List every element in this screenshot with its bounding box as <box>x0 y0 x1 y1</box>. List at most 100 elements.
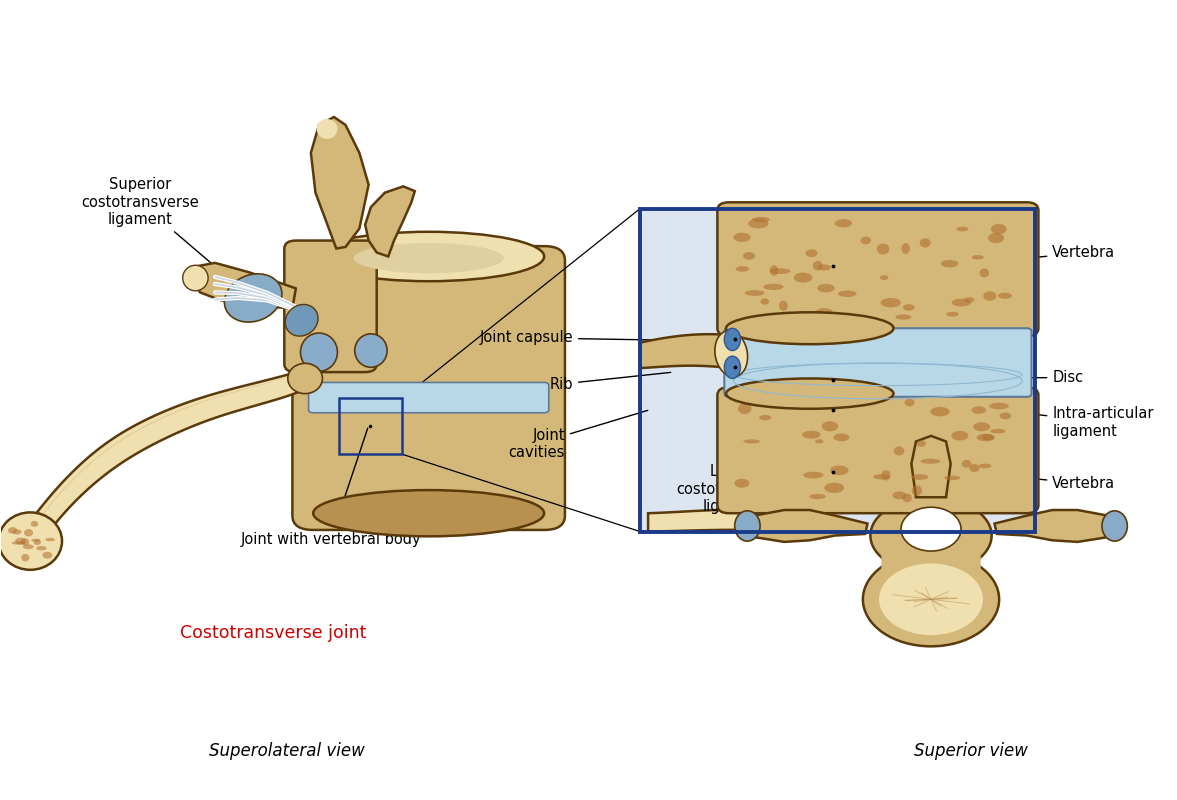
Ellipse shape <box>813 261 823 270</box>
Text: Vertebra: Vertebra <box>984 245 1116 262</box>
Ellipse shape <box>734 511 760 541</box>
Bar <box>640 209 1035 531</box>
Polygon shape <box>995 510 1122 542</box>
Ellipse shape <box>733 233 751 242</box>
Ellipse shape <box>893 446 904 455</box>
Ellipse shape <box>8 527 18 534</box>
Polygon shape <box>311 117 368 249</box>
Ellipse shape <box>752 217 770 222</box>
Ellipse shape <box>20 538 29 546</box>
Ellipse shape <box>300 333 338 371</box>
Ellipse shape <box>745 290 764 296</box>
FancyBboxPatch shape <box>717 387 1038 514</box>
Ellipse shape <box>811 314 826 322</box>
FancyBboxPatch shape <box>717 202 1038 336</box>
Ellipse shape <box>793 273 812 282</box>
Ellipse shape <box>770 266 778 276</box>
Polygon shape <box>25 368 307 553</box>
Ellipse shape <box>833 434 850 442</box>
Polygon shape <box>911 436 951 498</box>
Text: Rib: Rib <box>550 372 671 391</box>
Text: Superior
costotransverse
ligament: Superior costotransverse ligament <box>81 178 259 304</box>
Ellipse shape <box>917 440 926 447</box>
Ellipse shape <box>726 378 893 409</box>
Polygon shape <box>640 334 738 370</box>
Polygon shape <box>740 510 867 542</box>
Ellipse shape <box>34 539 41 545</box>
Ellipse shape <box>999 413 1011 419</box>
Ellipse shape <box>919 238 931 247</box>
Polygon shape <box>649 510 759 531</box>
Ellipse shape <box>724 328 740 350</box>
Ellipse shape <box>982 434 995 441</box>
Ellipse shape <box>920 458 940 464</box>
Ellipse shape <box>714 330 747 377</box>
Ellipse shape <box>962 460 971 468</box>
Ellipse shape <box>977 434 995 442</box>
FancyBboxPatch shape <box>308 382 548 413</box>
Ellipse shape <box>880 275 889 280</box>
Ellipse shape <box>31 521 39 526</box>
Ellipse shape <box>770 268 791 274</box>
Ellipse shape <box>805 250 818 257</box>
Ellipse shape <box>22 544 34 550</box>
Ellipse shape <box>42 552 52 558</box>
Ellipse shape <box>903 304 915 310</box>
Ellipse shape <box>991 224 1006 234</box>
Ellipse shape <box>24 529 33 537</box>
Ellipse shape <box>317 119 338 139</box>
Ellipse shape <box>803 472 824 478</box>
Ellipse shape <box>911 474 929 480</box>
Ellipse shape <box>738 403 751 414</box>
Ellipse shape <box>749 218 769 229</box>
Ellipse shape <box>940 260 958 267</box>
Ellipse shape <box>860 237 871 244</box>
Ellipse shape <box>990 429 1005 434</box>
Ellipse shape <box>45 538 55 542</box>
Ellipse shape <box>983 291 997 301</box>
Ellipse shape <box>353 243 504 274</box>
Text: Disc: Disc <box>984 370 1083 385</box>
Ellipse shape <box>989 402 1009 410</box>
Text: Lateral
costotransverse
ligament: Lateral costotransverse ligament <box>676 464 793 525</box>
Ellipse shape <box>32 538 40 542</box>
Ellipse shape <box>863 552 999 646</box>
Ellipse shape <box>734 478 750 488</box>
Ellipse shape <box>905 398 915 406</box>
Ellipse shape <box>882 470 891 481</box>
Ellipse shape <box>724 356 740 378</box>
Bar <box>640 209 1035 531</box>
Ellipse shape <box>764 284 784 290</box>
Ellipse shape <box>892 491 906 499</box>
Text: Superolateral view: Superolateral view <box>208 742 365 760</box>
Ellipse shape <box>944 475 960 480</box>
Bar <box>339 398 403 454</box>
Ellipse shape <box>838 290 857 297</box>
Text: Vertebra: Vertebra <box>984 474 1116 491</box>
Ellipse shape <box>880 298 900 307</box>
Ellipse shape <box>21 554 29 562</box>
Ellipse shape <box>736 266 749 272</box>
Ellipse shape <box>952 298 971 306</box>
Ellipse shape <box>902 243 910 254</box>
Ellipse shape <box>870 498 992 574</box>
Ellipse shape <box>877 243 890 254</box>
Polygon shape <box>365 186 414 257</box>
Ellipse shape <box>814 439 824 443</box>
FancyBboxPatch shape <box>285 241 377 372</box>
Text: Costotransverse
ligament: Costotransverse ligament <box>793 328 913 510</box>
Ellipse shape <box>822 422 838 431</box>
Ellipse shape <box>930 407 950 416</box>
Ellipse shape <box>313 232 544 282</box>
Ellipse shape <box>973 422 990 431</box>
Ellipse shape <box>285 305 318 336</box>
Ellipse shape <box>816 308 832 315</box>
Ellipse shape <box>951 430 969 441</box>
Text: Intra-articular
ligament: Intra-articular ligament <box>984 406 1153 438</box>
Ellipse shape <box>830 466 849 475</box>
Ellipse shape <box>810 494 826 499</box>
Ellipse shape <box>817 284 834 293</box>
Ellipse shape <box>779 301 787 311</box>
Ellipse shape <box>879 563 983 635</box>
Ellipse shape <box>979 268 989 278</box>
